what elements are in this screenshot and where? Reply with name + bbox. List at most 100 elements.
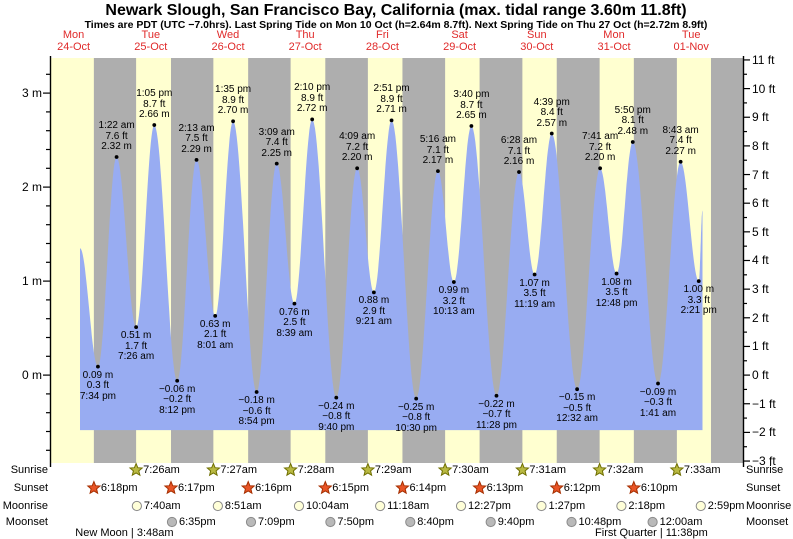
right-axis-label: 5 ft — [752, 224, 769, 239]
right-axis-label: 6 ft — [752, 196, 769, 211]
low-tide-label: 1.00 m 3.3 ft 2:21 pm — [680, 284, 717, 317]
tide-extreme-dot — [310, 117, 315, 122]
tide-extreme-dot — [96, 364, 100, 369]
sunset-time: 6:16pm — [255, 482, 292, 494]
moonrise-time: 2:59pm — [707, 500, 745, 512]
tide-extreme-dot — [414, 396, 419, 401]
sun-star-icon — [317, 480, 333, 495]
moon-icon — [695, 500, 706, 512]
tide-extreme-dot — [494, 393, 499, 398]
day-label: Wed 26-Oct — [211, 29, 245, 53]
right-axis-label: 0 ft — [752, 368, 769, 383]
moonset-time: 12:00am — [659, 516, 703, 528]
sunset-row-label-left: Sunset — [13, 482, 48, 494]
sun-star-icon — [472, 480, 487, 495]
moonrise-row-label-left: Moonrise — [2, 500, 48, 512]
moonset-time: 10:48pm — [578, 516, 622, 528]
sunset-row-label-right: Sunset — [746, 482, 781, 494]
low-tide-label: −0.15 m −0.5 ft 12:32 am — [556, 392, 598, 425]
tide-extreme-dot — [213, 313, 218, 318]
right-axis-label: −3 ft — [752, 454, 776, 469]
low-tide-label: −0.25 m −0.8 ft 10:30 pm — [395, 401, 438, 434]
low-tide-label: 0.76 m 2.5 ft 8:39 am — [276, 306, 313, 339]
low-tide-label: 0.63 m 2.1 ft 8:01 am — [197, 318, 234, 351]
moon-icon — [536, 500, 547, 512]
sun-star-icon — [360, 462, 376, 477]
moon-icon — [293, 500, 305, 512]
sun-star-icon — [128, 462, 144, 477]
low-tide-label: −0.18 m −0.6 ft 8:54 pm — [238, 395, 275, 428]
day-label: Tue 01-Nov — [673, 29, 709, 53]
sunrise-time: 7:30am — [452, 464, 489, 476]
moon-icon — [375, 500, 386, 512]
low-tide-label: −0.24 m −0.8 ft 9:40 pm — [318, 400, 355, 433]
left-axis-label: 2 m — [21, 180, 42, 195]
tide-extreme-dot — [598, 166, 603, 171]
moonrise-time: 12:27pm — [468, 500, 511, 512]
sun-star-icon — [592, 462, 607, 477]
low-tide-label: 1.08 m 3.5 ft 12:48 pm — [595, 276, 638, 309]
sunrise-time: 7:33am — [683, 464, 721, 476]
moonset-time: 9:40pm — [497, 516, 535, 528]
chart-subtitle: Times are PDT (UTC −7.0hrs). Last Spring… — [84, 19, 708, 31]
sunset-time: 6:18pm — [100, 482, 138, 494]
moonrise-time: 2:18pm — [628, 500, 666, 512]
tide-extreme-dot — [134, 325, 139, 330]
tide-curve-area — [80, 119, 703, 431]
high-tide-label: 1:22 am 7.6 ft 2.32 m — [98, 120, 135, 153]
high-tide-label: 2:10 pm 8.9 ft 2.72 m — [294, 82, 331, 115]
left-axis-label: 0 m — [21, 368, 42, 383]
low-tide-label: 0.99 m 3.2 ft 10:13 am — [433, 285, 475, 318]
moon-icon — [166, 516, 178, 528]
high-tide-label: 7:41 am 7.2 ft 2.20 m — [582, 131, 619, 164]
low-tide-label: 0.88 m 2.9 ft 9:21 am — [355, 295, 392, 328]
sun-star-icon — [206, 462, 221, 477]
right-axis-label: −2 ft — [752, 425, 776, 440]
low-tide-label: 0.51 m 1.7 ft 7:26 am — [118, 330, 155, 363]
sunset-time: 6:13pm — [486, 482, 524, 494]
sun-star-icon — [626, 480, 642, 495]
sun-star-icon — [395, 480, 410, 495]
moonrise-time: 10:04am — [305, 500, 349, 512]
sunrise-row-label-right: Sunrise — [746, 464, 784, 476]
tide-extreme-dot — [575, 387, 580, 392]
moon-icon — [212, 500, 223, 512]
moonrise-time: 1:27pm — [548, 500, 586, 512]
right-axis-label: 3 ft — [752, 282, 769, 297]
tide-extreme-dot — [469, 124, 474, 128]
tide-extreme-dot — [355, 166, 360, 171]
moonset-time: 6:35pm — [178, 516, 216, 528]
moonset-row-label-left: Moonset — [5, 516, 48, 528]
right-axis-label: 7 ft — [752, 167, 769, 182]
day-label: Mon 31-Oct — [597, 29, 631, 53]
page-title: Newark Slough, San Francisco Bay, Califo… — [105, 2, 687, 19]
high-tide-label: 4:09 am 7.2 ft 2.20 m — [339, 131, 376, 164]
high-tide-label: 5:16 am 7.1 ft 2.17 m — [419, 134, 457, 167]
high-tide-label: 2:51 pm 8.9 ft 2.71 m — [373, 83, 410, 116]
tide-extreme-dot — [175, 378, 180, 383]
sunset-time: 6:12pm — [563, 482, 601, 494]
sunrise-time: 7:27am — [220, 464, 258, 476]
sun-star-icon — [549, 480, 565, 495]
day-label: Mon 24-Oct — [57, 29, 91, 53]
tide-extreme-dot — [451, 280, 456, 284]
sunset-time: 6:14pm — [409, 482, 447, 494]
left-axis-label: 1 m — [21, 274, 42, 289]
moonrise-row-label-right: Moonrise — [746, 500, 792, 512]
tide-extreme-dot — [630, 140, 635, 144]
sunrise-time: 7:31am — [529, 464, 567, 476]
sunrise-time: 7:26am — [143, 464, 180, 476]
moonrise-time: 8:51am — [224, 500, 262, 512]
low-tide-label: 1.07 m 3.5 ft 11:19 am — [514, 277, 556, 310]
right-axis-label: 9 ft — [752, 110, 769, 125]
tide-extreme-dot — [254, 390, 259, 394]
tide-extreme-dot — [436, 169, 440, 174]
moonset-time: 8:40pm — [417, 516, 454, 528]
tide-extreme-dot — [696, 279, 701, 283]
day-label: Thu 27-Oct — [288, 29, 322, 53]
right-axis-label: 1 ft — [752, 339, 769, 354]
day-label: Sat 29-Oct — [443, 29, 477, 53]
sunrise-row-label-left: Sunrise — [10, 464, 48, 476]
